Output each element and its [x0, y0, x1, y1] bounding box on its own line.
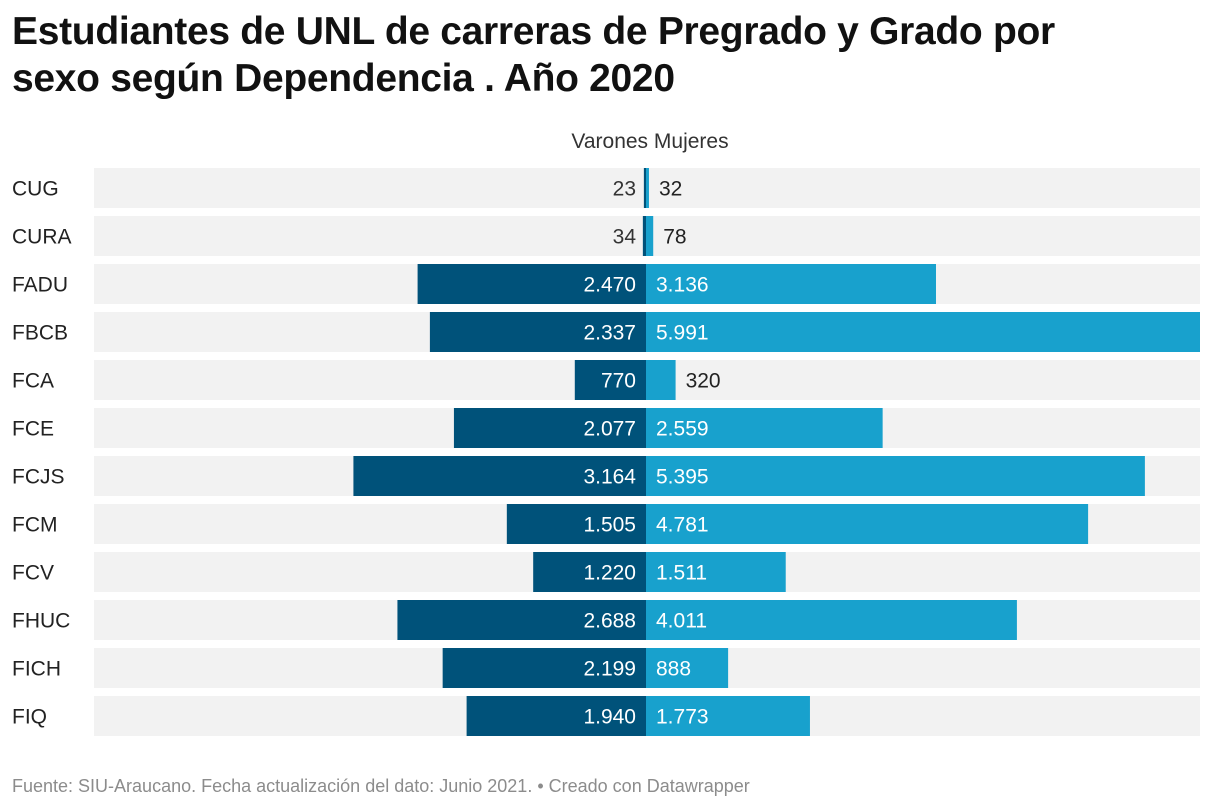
- value-label-mujeres: 4.781: [656, 514, 709, 537]
- category-label: FICH: [12, 658, 61, 681]
- diverging-bar-chart: CUG 23 32 CURA 34 78 FADU 2.470 3.136 FBCB 2.337 5.…: [12, 168, 1200, 736]
- footer-separator: •: [532, 776, 549, 796]
- category-label: FIQ: [12, 706, 47, 729]
- bar-varones: [466, 696, 646, 736]
- bar-varones: [417, 264, 646, 304]
- category-label: FCM: [12, 514, 58, 537]
- bar-mujeres: [646, 168, 649, 208]
- bar-varones: [506, 504, 646, 544]
- value-label-mujeres: 5.991: [656, 322, 709, 345]
- bar-varones: [353, 456, 646, 496]
- bar-mujeres: [646, 216, 654, 256]
- bar-mujeres: [646, 312, 1200, 352]
- value-label-mujeres: 3.136: [656, 274, 709, 297]
- value-label-mujeres: 78: [663, 226, 686, 249]
- bar-mujeres: [646, 504, 1089, 544]
- category-label: FHUC: [12, 610, 70, 633]
- bar-varones: [642, 216, 646, 256]
- bar-mujeres: [646, 408, 883, 448]
- value-label-mujeres: 1.511: [656, 562, 707, 585]
- legend-mujeres: Mujeres: [653, 130, 729, 153]
- value-label-varones: 2.077: [583, 418, 636, 441]
- bar-mujeres: [646, 264, 936, 304]
- value-label-varones: 2.199: [583, 658, 636, 681]
- value-label-varones: 2.470: [583, 274, 636, 297]
- chart-title: Estudiantes de UNL de carreras de Pregra…: [12, 8, 1202, 102]
- legend-varones: Varones: [571, 130, 649, 153]
- category-label: FCA: [12, 370, 54, 393]
- bar-mujeres: [646, 456, 1145, 496]
- category-label: FCV: [12, 562, 54, 585]
- legend: Varones Mujeres: [0, 130, 1220, 154]
- bar-varones: [442, 648, 646, 688]
- value-label-mujeres: 2.559: [656, 418, 709, 441]
- value-label-varones: 770: [601, 370, 636, 393]
- category-label: FADU: [12, 274, 68, 297]
- chart-title-line-2: sexo según Dependencia . Año 2020: [12, 57, 675, 100]
- bar-varones: [397, 600, 646, 640]
- category-label: CURA: [12, 226, 72, 249]
- chart-title-line-1: Estudiantes de UNL de carreras de Pregra…: [12, 10, 1055, 53]
- bar-mujeres: [646, 552, 786, 592]
- value-label-varones: 1.940: [583, 706, 636, 729]
- bar-varones: [453, 408, 646, 448]
- bar-varones: [643, 168, 646, 208]
- value-label-mujeres: 320: [686, 370, 721, 393]
- bar-varones: [574, 360, 646, 400]
- value-label-varones: 23: [613, 178, 636, 201]
- value-label-mujeres: 4.011: [656, 610, 707, 633]
- bar-varones: [429, 312, 646, 352]
- value-label-mujeres: 32: [659, 178, 682, 201]
- value-label-mujeres: 1.773: [656, 706, 709, 729]
- bar-mujeres: [646, 696, 810, 736]
- category-label: FCE: [12, 418, 54, 441]
- value-label-varones: 1.505: [583, 514, 636, 537]
- bar-mujeres: [646, 360, 676, 400]
- bar-mujeres: [646, 648, 729, 688]
- bar-mujeres: [646, 600, 1017, 640]
- bar-varones: [533, 552, 646, 592]
- category-label: CUG: [12, 178, 59, 201]
- value-label-varones: 2.688: [583, 610, 636, 633]
- footer: Fuente: SIU-Araucano. Fecha actualizació…: [12, 776, 750, 797]
- value-label-varones: 2.337: [583, 322, 636, 345]
- value-label-mujeres: 888: [656, 658, 691, 681]
- value-label-mujeres: 5.395: [656, 466, 709, 489]
- category-label: FBCB: [12, 322, 68, 345]
- value-label-varones: 3.164: [583, 466, 636, 489]
- value-label-varones: 34: [613, 226, 637, 249]
- footer-source: Fuente: SIU-Araucano. Fecha actualizació…: [12, 776, 533, 796]
- value-label-varones: 1.220: [583, 562, 636, 585]
- category-label: FCJS: [12, 466, 65, 489]
- footer-credit: Creado con Datawrapper: [548, 776, 750, 796]
